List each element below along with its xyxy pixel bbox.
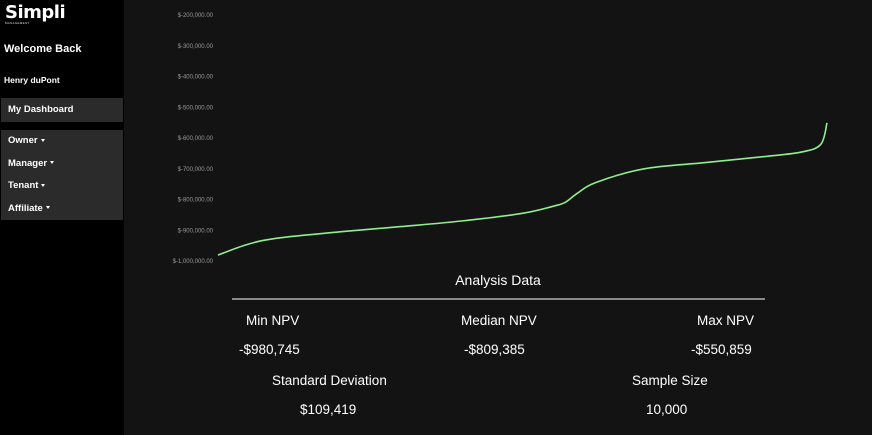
- y-tick-label: $-600,000.00: [178, 136, 214, 142]
- std-deviation-label: Standard Deviation: [272, 373, 387, 388]
- median-npv-label: Median NPV: [461, 313, 537, 328]
- menu-manager-label: Manager: [8, 157, 48, 169]
- y-tick-label: $-300,000.00: [178, 44, 214, 50]
- sidebar: Simpli management Welcome Back Henry duP…: [0, 0, 124, 435]
- logo-tagline: management: [5, 21, 30, 25]
- y-tick-label: $-500,000.00: [178, 105, 214, 111]
- max-npv-label: Max NPV: [697, 313, 755, 328]
- my-dashboard-button[interactable]: My Dashboard: [1, 98, 123, 122]
- menu-owner-label: Owner: [8, 135, 38, 146]
- y-tick-label: $-800,000.00: [178, 198, 214, 204]
- logo[interactable]: Simpli management: [5, 2, 66, 26]
- caret-down-icon: [50, 161, 55, 165]
- max-npv-value: -$550,859: [691, 342, 752, 357]
- std-deviation-value: $109,419: [300, 402, 357, 417]
- caret-down-icon: [41, 183, 46, 187]
- divider: [232, 298, 765, 300]
- menu-tenant-label: Tenant: [8, 180, 39, 191]
- sample-size-value: 10,000: [646, 402, 688, 417]
- min-npv-label: Min NPV: [246, 313, 300, 328]
- menu-affiliate-dropdown[interactable]: Affiliate: [1, 198, 123, 221]
- analysis-title: Analysis Data: [455, 272, 541, 288]
- caret-down-icon: [45, 206, 50, 210]
- menu-owner-dropdown[interactable]: Owner: [1, 130, 123, 153]
- user-name: Henry duPont: [4, 75, 60, 85]
- main-content: $-200,000.00 $-300,000.00 $-400,000.00 $-50…: [124, 0, 872, 435]
- logo-text: Simpli: [5, 2, 66, 23]
- npv-series-line: [217, 122, 828, 256]
- y-tick-label: $-400,000.00: [178, 75, 214, 81]
- menu-affiliate-label: Affiliate: [8, 202, 43, 214]
- npv-distribution-chart: $-200,000.00 $-300,000.00 $-400,000.00 $-50…: [173, 13, 828, 265]
- sidebar-menu: Owner Manager Tenant Affiliate: [1, 130, 123, 220]
- sample-size-label: Sample Size: [632, 373, 708, 388]
- min-npv-value: -$980,745: [239, 342, 300, 357]
- welcome-heading: Welcome Back: [4, 43, 82, 55]
- menu-manager-dropdown[interactable]: Manager: [1, 153, 123, 176]
- y-tick-label: $-700,000.00: [178, 167, 214, 173]
- y-tick-label: $-900,000.00: [178, 228, 214, 234]
- caret-down-icon: [40, 138, 45, 142]
- menu-tenant-dropdown[interactable]: Tenant: [1, 175, 123, 198]
- median-npv-value: -$809,385: [464, 342, 525, 357]
- y-tick-label: $-200,000.00: [178, 13, 214, 19]
- y-tick-label: $-1,000,000.00: [173, 259, 214, 265]
